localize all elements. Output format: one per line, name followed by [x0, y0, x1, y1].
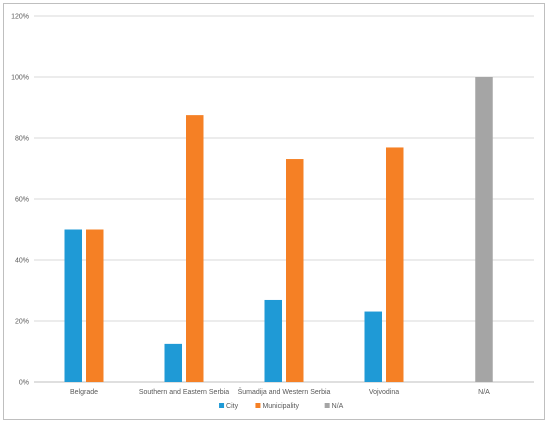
bar-city-2 — [264, 299, 282, 382]
y-tick-label: 0% — [19, 380, 29, 387]
y-tick-label: 40% — [15, 258, 29, 265]
legend-swatch — [255, 403, 261, 408]
bar-city-1 — [164, 343, 182, 382]
bar-municipality-1 — [186, 115, 204, 382]
y-tick-label: 120% — [11, 14, 29, 21]
bar-municipality-2 — [286, 159, 304, 382]
bar-municipality-0 — [86, 229, 104, 382]
legend-label: N/A — [332, 403, 344, 410]
x-tick-label: N/A — [478, 389, 490, 396]
y-tick-label: 60% — [15, 197, 29, 204]
legend-swatch — [219, 403, 225, 408]
x-tick-label: Southern and Eastern Serbia — [139, 389, 229, 396]
legend-label: Municipality — [262, 403, 299, 410]
x-tick-label: Belgrade — [70, 389, 98, 396]
y-tick-label: 100% — [11, 75, 29, 82]
y-tick-label: 20% — [15, 319, 29, 326]
bar-city-0 — [64, 229, 82, 382]
legend-swatch — [324, 403, 330, 408]
legend-label: City — [226, 403, 239, 410]
x-tick-label: Vojvodina — [369, 389, 399, 396]
bar-n-a-4 — [475, 77, 493, 382]
bar-municipality-3 — [386, 147, 404, 382]
y-tick-label: 80% — [15, 136, 29, 143]
bar-city-3 — [364, 311, 382, 382]
x-tick-label: Šumadija and Western Serbia — [238, 387, 331, 396]
